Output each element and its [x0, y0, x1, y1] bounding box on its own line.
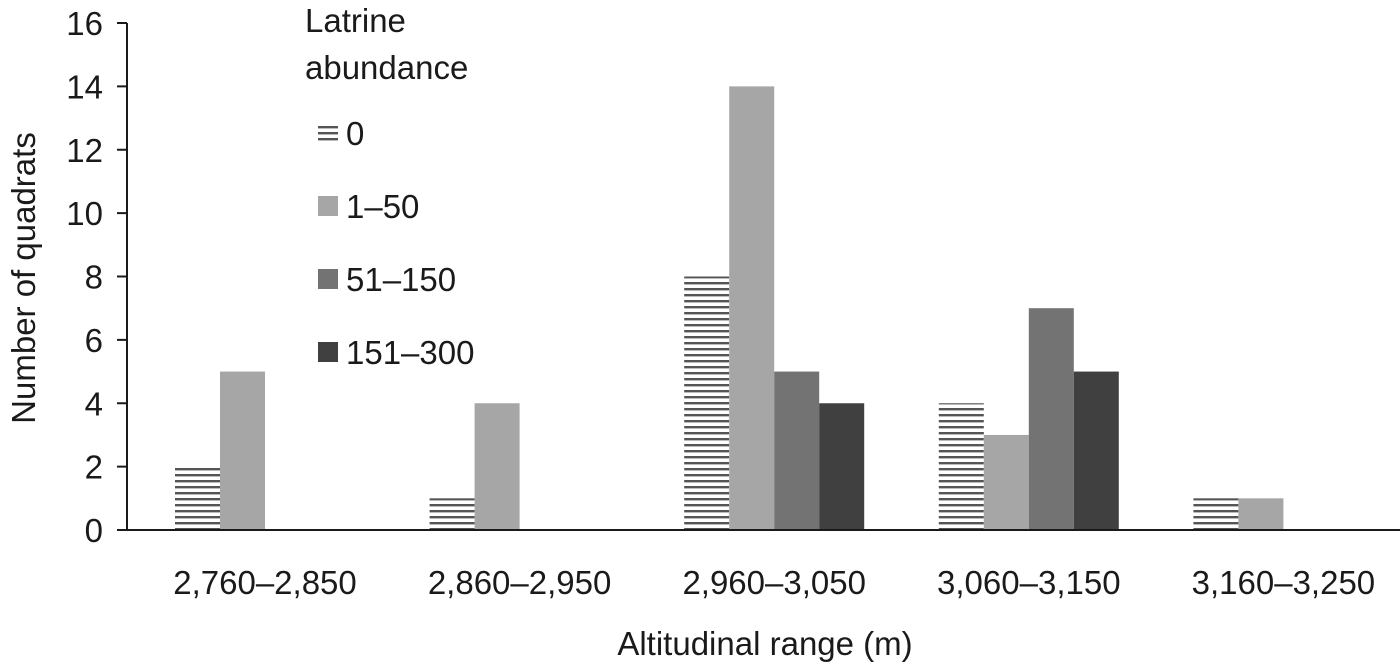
bar-2-series-2 [474, 403, 520, 530]
x-tick-label: 2,860–2,950 [428, 564, 612, 601]
legend-label: 151–300 [346, 334, 474, 371]
bar-1-series-1 [175, 466, 220, 530]
plot-area [175, 86, 1284, 530]
y-tick-label: 6 [85, 322, 103, 359]
legend-title: Latrine [305, 2, 406, 39]
legend: Latrine abundance 0 1–50 51–150 151–300 [305, 2, 474, 371]
legend-label: 1–50 [346, 188, 419, 225]
bar-4-series-2 [983, 434, 1029, 530]
y-tick-label: 4 [85, 385, 103, 422]
legend-swatch [318, 196, 338, 216]
x-tick-label: 2,760–2,850 [173, 564, 357, 601]
axes: 2,760–2,850 2,860–2,950 2,960–3,050 3,060–3… [66, 5, 1400, 601]
legend-label: 0 [346, 115, 364, 152]
bar-4-series-4 [1073, 371, 1119, 530]
bar-4-series-1 [938, 403, 984, 530]
bar-3-series-2 [729, 86, 775, 530]
bar-4-series-3 [1028, 308, 1074, 530]
y-tick-label: 12 [66, 132, 103, 169]
bar-3-series-3 [774, 371, 820, 530]
legend-swatch [318, 123, 338, 143]
legend-title: abundance [305, 49, 468, 86]
x-axis-title: Altitudinal range (m) [617, 625, 912, 662]
x-tick-label: 3,060–3,150 [937, 564, 1121, 601]
y-tick-label: 8 [85, 259, 103, 296]
bar-3-series-4 [819, 403, 865, 530]
legend-swatch [318, 269, 338, 289]
y-tick-label: 14 [66, 68, 103, 105]
x-tick-label: 3,160–3,250 [1192, 564, 1376, 601]
bar-2-series-1 [429, 498, 475, 530]
x-tick-label: 2,960–3,050 [682, 564, 866, 601]
bar-5-series-2 [1238, 498, 1284, 530]
legend-label: 51–150 [346, 261, 456, 298]
bar-3-series-1 [684, 276, 730, 530]
y-axis-title: Number of quadrats [5, 132, 42, 424]
bar-1-series-2 [220, 371, 265, 530]
bar-5-series-1 [1193, 498, 1239, 530]
y-tick-label: 16 [66, 5, 103, 42]
y-tick-label: 2 [85, 449, 103, 486]
y-tick-label: 10 [66, 195, 103, 232]
legend-swatch [318, 342, 338, 362]
y-tick-label: 0 [85, 512, 103, 549]
